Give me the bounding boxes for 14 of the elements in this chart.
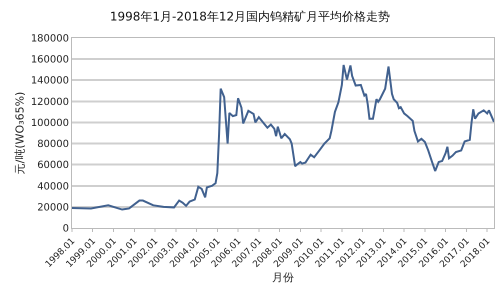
y-axis-title: 元/吨(WO₃65%) [13,92,26,174]
y-tick-label: 80000 [37,139,69,150]
x-axis-title: 月份 [272,271,294,284]
y-tick-label: 140000 [30,76,69,87]
y-tick-label: 60000 [37,160,69,172]
y-tick-label: 120000 [30,96,69,108]
y-tick-label: 180000 [30,34,69,44]
y-tick-label: 160000 [30,54,69,66]
y-tick-label: 100000 [30,118,69,129]
chart-title: 1998年1月-2018年12月国内钨精矿月平均价格走势 [110,9,390,24]
y-tick-label: 40000 [37,181,69,192]
y-tick-label: 20000 [37,202,69,214]
line-series [72,64,494,211]
y-tick-label: 0 [62,224,69,234]
